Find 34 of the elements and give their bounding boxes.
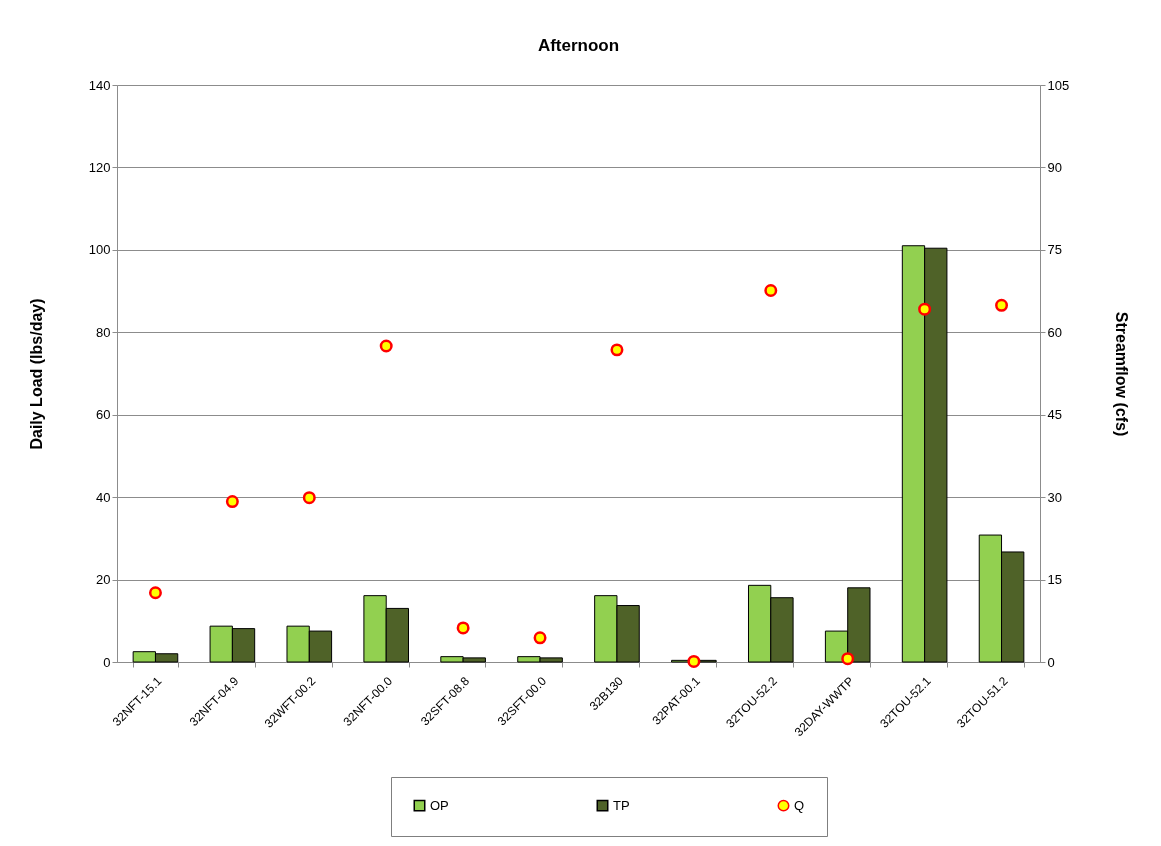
point [225, 495, 239, 509]
y-tick-label: 40 [96, 489, 111, 505]
chart-title: Afternoon [537, 36, 620, 55]
y2-tick-label: 105 [1047, 77, 1070, 93]
point [918, 302, 932, 316]
point [302, 491, 316, 505]
point [456, 621, 470, 635]
point [610, 343, 624, 357]
y2-tick-label: 60 [1047, 324, 1062, 340]
y2-axis-title: Streamflow (cfs) [1113, 311, 1131, 437]
legend-label: TP [613, 797, 630, 813]
y2-tick-label: 15 [1047, 572, 1062, 588]
y2-tick-label: 0 [1047, 654, 1055, 670]
y-tick-label: 100 [88, 242, 111, 258]
point [148, 586, 162, 600]
point [533, 631, 547, 645]
y-tick-label: 140 [88, 77, 111, 93]
y2-tick-label: 45 [1047, 407, 1062, 423]
y-axis-title: Daily Load (lbs/day) [27, 298, 45, 450]
point [687, 654, 701, 668]
y2-tick-label: 90 [1047, 159, 1062, 175]
point [764, 284, 778, 298]
legend-label: Q [794, 797, 805, 813]
point [841, 652, 855, 666]
y-tick-label: 0 [103, 654, 111, 670]
point [379, 339, 393, 353]
legend-label: OP [430, 797, 449, 813]
y2-tick-label: 30 [1047, 489, 1062, 505]
y-tick-label: 60 [96, 407, 111, 423]
point [995, 298, 1009, 312]
y-tick-label: 120 [88, 159, 111, 175]
y2-tick-label: 75 [1047, 242, 1062, 258]
y-tick-label: 80 [96, 324, 111, 340]
y-tick-label: 20 [96, 572, 111, 588]
